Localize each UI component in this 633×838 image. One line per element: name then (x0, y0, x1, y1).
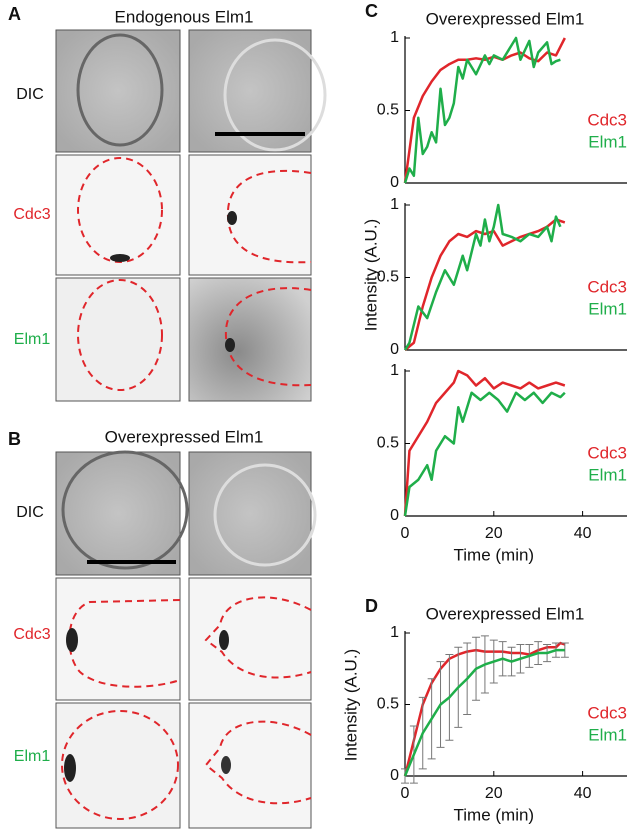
y-tick-label: 0.5 (377, 696, 399, 713)
y-tick-label: 1 (390, 624, 399, 641)
legend-entry: Cdc3 (587, 277, 627, 296)
series-line (403, 203, 562, 351)
chart-title: Overexpressed Elm1 (426, 9, 585, 28)
panel-letter: A (8, 4, 21, 24)
panel-letter: B (8, 429, 21, 449)
legend-entry: Elm1 (588, 299, 627, 318)
x-tick-label: 0 (401, 525, 410, 542)
y-tick-label: 1 (390, 362, 399, 379)
row-label: Cdc3 (13, 206, 50, 223)
y-tick-label: 0 (390, 767, 399, 784)
y-tick-label: 0 (390, 341, 399, 358)
row-label: DIC (16, 86, 44, 103)
x-axis-label: Time (min) (454, 805, 535, 824)
x-tick-label: 20 (485, 525, 503, 542)
legend-entry: Cdc3 (587, 110, 627, 129)
legend-entry: Cdc3 (587, 443, 627, 462)
series-line (403, 369, 566, 517)
row-label: Elm1 (14, 331, 51, 348)
legend-entry: Elm1 (588, 465, 627, 484)
y-tick-label: 0 (390, 507, 399, 524)
y-tick-label: 0 (390, 174, 399, 191)
panel-letter: D (365, 596, 378, 616)
series-line (403, 648, 565, 777)
series-line (404, 218, 566, 351)
row-label: DIC (16, 504, 44, 521)
panel-title: Overexpressed Elm1 (105, 427, 264, 446)
y-tick-label: 0.5 (377, 435, 399, 452)
series-line (403, 641, 566, 777)
micrographs-b (55, 450, 317, 829)
x-tick-label: 40 (574, 785, 592, 802)
series-line (403, 391, 566, 517)
y-tick-label: 0.5 (377, 269, 399, 286)
row-label: Cdc3 (13, 626, 50, 643)
y-tick-label: 0.5 (377, 102, 399, 119)
x-axis-label: Time (min) (454, 545, 535, 564)
x-tick-label: 0 (401, 785, 410, 802)
y-axis-label: Intensity (A.U.) (361, 219, 380, 331)
series-line (403, 37, 566, 184)
y-tick-label: 1 (390, 196, 399, 213)
row-label: Elm1 (14, 748, 51, 765)
legend-entry: Elm1 (588, 132, 627, 151)
x-tick-label: 40 (574, 525, 592, 542)
legend-entry: Cdc3 (587, 703, 627, 722)
y-tick-label: 1 (390, 29, 399, 46)
legend-entry: Elm1 (588, 725, 627, 744)
chart-title: Overexpressed Elm1 (426, 604, 585, 623)
x-tick-label: 20 (485, 785, 503, 802)
panel-title: Endogenous Elm1 (115, 7, 254, 26)
panel-letter: C (365, 1, 378, 21)
y-axis-label: Intensity (A.U.) (341, 649, 360, 761)
series-line (403, 36, 561, 184)
micrographs-a (55, 29, 327, 402)
